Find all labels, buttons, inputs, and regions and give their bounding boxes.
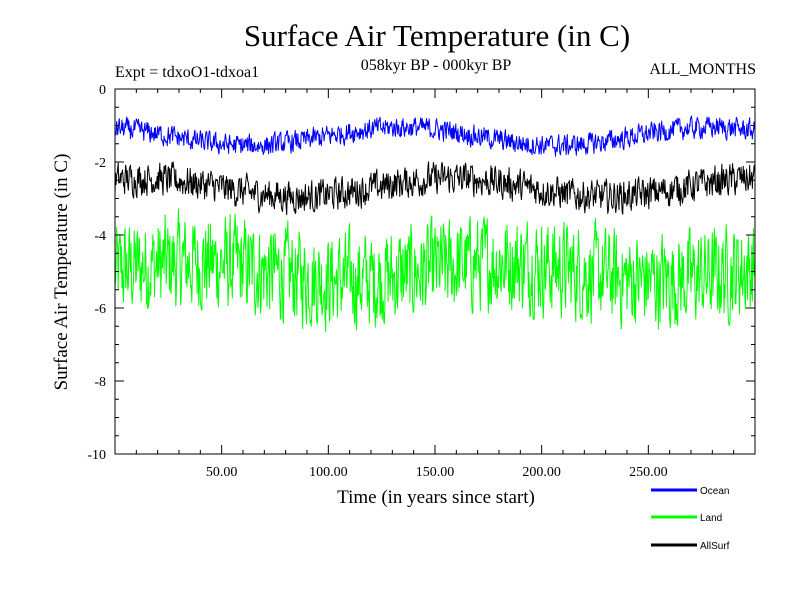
y-axis-label: Surface Air Temperature (in C) [51,154,72,391]
season-label: ALL_MONTHS [649,61,756,78]
legend: Ocean Land AllSurf [651,486,730,552]
series-line-allsurf [114,161,756,216]
y-tick-label: -10 [87,448,106,463]
series-line-land [114,208,756,332]
y-tick-label: -6 [94,302,106,317]
axes-layer: 50.00 100.00 150.00 200.00 250.00 0 -2 -4 -6 -8 -1… [87,83,755,480]
x-tick-label: 100.00 [309,465,348,480]
chart-subtitle: 058kyr BP - 000kyr BP [361,57,512,74]
y-tick-label: 0 [99,83,106,98]
y-tick-label: -8 [94,375,106,390]
x-tick-label: 200.00 [522,465,561,480]
x-tick-label: 150.00 [416,465,455,480]
legend-label-land: Land [700,513,722,524]
legend-label-ocean: Ocean [700,486,729,497]
chart-title: Surface Air Temperature (in C) [244,18,630,53]
y-tick-label: -4 [94,229,106,244]
x-tick-label: 50.00 [206,465,238,480]
y-tick-label: -2 [94,156,106,171]
series-layer [114,115,756,332]
x-tick-label: 250.00 [629,465,668,480]
legend-label-allsurf: AllSurf [700,541,730,552]
x-axis-label: Time (in years since start) [337,487,535,508]
series-line-ocean [114,115,756,157]
experiment-label: Expt = tdxoO1-tdxoa1 [115,64,259,81]
